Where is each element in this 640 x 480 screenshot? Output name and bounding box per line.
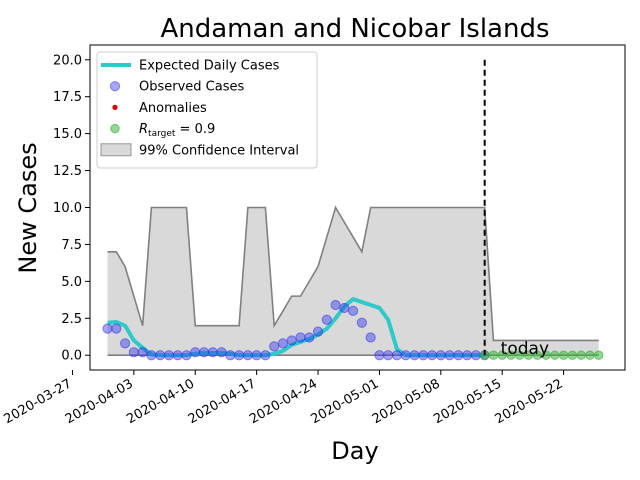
observed-point <box>356 317 367 328</box>
y-axis-title: New Cases <box>14 142 42 273</box>
observed-point <box>312 326 324 337</box>
ci-upper-line <box>107 205 599 342</box>
observed-point <box>119 338 131 349</box>
observed-point <box>128 347 139 358</box>
target-point <box>550 350 560 360</box>
plot-layer: today <box>102 59 604 361</box>
target-point <box>558 350 569 360</box>
legend: Expected Daily Cases Observed Cases Anomal… <box>96 51 318 169</box>
observed-point <box>181 350 192 361</box>
observed-point <box>102 323 113 334</box>
observed-point <box>207 347 218 358</box>
observed-point <box>418 350 429 361</box>
observed-point <box>295 332 306 343</box>
y-tick-label: 17.5 <box>53 90 82 105</box>
observed-point <box>137 347 148 358</box>
ci-band <box>107 207 599 356</box>
observed-point <box>269 341 280 352</box>
legend-observed-handle <box>109 81 121 92</box>
observed-point <box>444 350 455 361</box>
target-point <box>488 350 499 360</box>
observed-point <box>155 350 166 361</box>
legend-box <box>96 51 318 169</box>
observed-point <box>286 335 297 346</box>
observed-point <box>321 314 332 325</box>
legend-anomalies-label: Anomalies <box>139 101 207 116</box>
chart-title: Andaman and Nicobar Islands <box>160 14 549 44</box>
legend-ci-label: 99% Confidence Interval <box>139 143 299 158</box>
observed-point <box>233 350 245 361</box>
y-tick-label: 15.0 <box>53 127 82 142</box>
observed-point <box>242 350 253 361</box>
observed-point <box>339 302 350 314</box>
legend-target-handle <box>110 123 120 134</box>
observed-point <box>383 350 394 361</box>
observed-point <box>225 350 236 361</box>
observed-point <box>435 350 446 361</box>
y-tick-label: 20.0 <box>53 53 82 68</box>
target-point <box>585 350 595 360</box>
legend-observed-label: Observed Cases <box>139 80 244 95</box>
observed-point <box>391 350 403 361</box>
observed-point <box>260 350 271 361</box>
legend-anomalies-handle <box>112 104 118 110</box>
x-axis-title: Day <box>331 437 378 465</box>
y-tick-label: 7.5 <box>61 238 82 253</box>
observed-point <box>198 347 210 358</box>
observed-point <box>172 350 183 361</box>
observed-point <box>470 350 482 361</box>
observed-point <box>462 350 473 361</box>
y-tick-label: 5.0 <box>61 275 82 290</box>
observed-point <box>277 338 289 349</box>
observed-point <box>163 350 175 361</box>
y-tick-label: 10.0 <box>53 201 82 216</box>
y-tick-label: 12.5 <box>53 164 82 179</box>
target-point <box>593 350 604 360</box>
observed-point <box>348 305 359 317</box>
observed-point <box>453 350 464 361</box>
observed-point <box>330 299 341 311</box>
today-label: today <box>501 339 549 359</box>
observed-point <box>216 347 227 358</box>
observed-point <box>111 323 122 334</box>
legend-ci-handle <box>100 143 132 157</box>
expected-cases-line <box>107 297 485 358</box>
observed-point <box>146 350 157 361</box>
observed-point <box>365 332 376 343</box>
observed-point <box>251 350 262 361</box>
observed-point <box>400 350 411 361</box>
observed-point <box>409 350 420 361</box>
legend-target-label: Rtarget = 0.9 <box>139 122 215 139</box>
observed-point <box>190 347 201 358</box>
target-point <box>576 350 586 360</box>
target-point <box>567 350 578 360</box>
legend-expected-label: Expected Daily Cases <box>139 59 280 74</box>
observed-point <box>426 350 438 361</box>
y-tick-label: 2.5 <box>61 312 82 327</box>
observed-point <box>374 350 385 361</box>
observed-point <box>304 332 315 343</box>
y-tick-label: 0.0 <box>61 349 82 364</box>
